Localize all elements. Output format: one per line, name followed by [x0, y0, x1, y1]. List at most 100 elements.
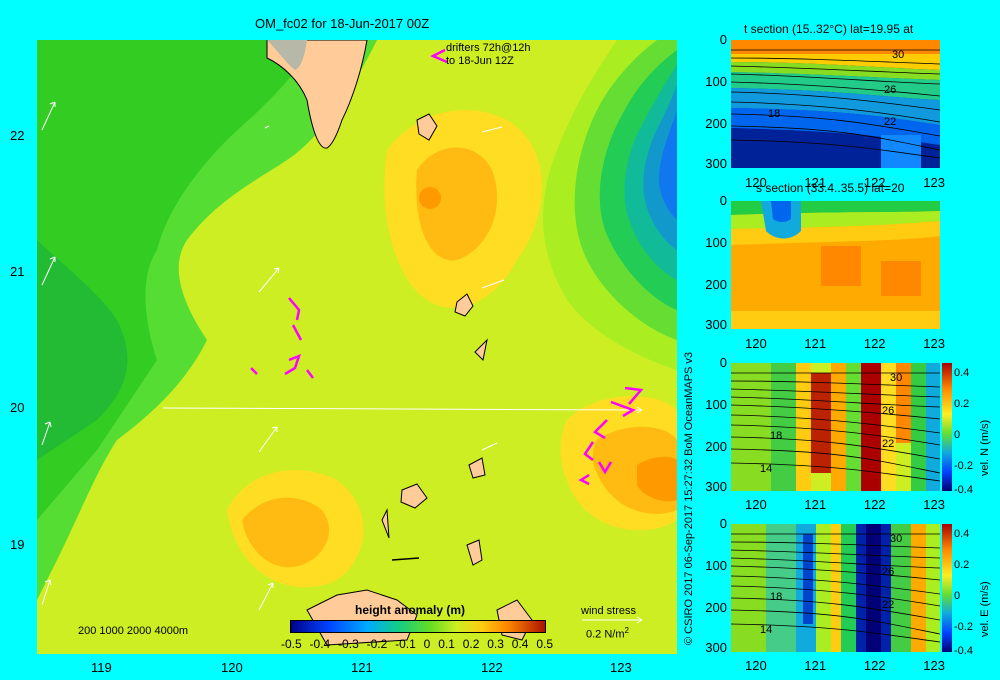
s-section-title: s section (33.4..35.5) lat=20	[756, 181, 905, 195]
vel-tick: 0	[954, 590, 961, 602]
depth-tick: 300	[705, 156, 727, 171]
n-contour-label: 18	[770, 430, 783, 442]
lon-tick: 120	[745, 175, 767, 190]
lon-tick: 120	[745, 497, 767, 512]
lon-tick: 122	[863, 658, 886, 673]
height-tick: -0.1	[395, 637, 416, 651]
depth-tick: 100	[705, 235, 727, 250]
lon-tick: 121	[804, 175, 827, 190]
panel1-yticks: 0 100 200 300	[697, 32, 727, 172]
panel4-xticks: 120 121 122 123	[745, 658, 945, 673]
depth-tick: 100	[705, 558, 727, 573]
height-tick: 0.4	[511, 637, 529, 651]
depth-tick: 300	[705, 479, 727, 494]
sea-level-map	[37, 40, 677, 654]
map-title: OM_fc02 for 18-Jun-2017 00Z	[255, 16, 430, 31]
lon-tick: 123	[923, 175, 945, 190]
vel-e-label: vel. E (m/s)	[979, 581, 991, 637]
t-section-title: t section (15..32°C) lat=19.95 at	[744, 22, 914, 36]
depth-tick: 0	[719, 32, 727, 47]
drifters-note-line1: drifters 72h@12h	[446, 42, 531, 54]
depth-tick: 200	[705, 600, 727, 615]
salinity-section	[731, 201, 940, 329]
depth-tick: 100	[705, 397, 727, 412]
height-tick: -0.2	[366, 637, 388, 651]
depth-tick: 0	[719, 355, 727, 370]
height-colorbar-ticks: -0.5 -0.4 -0.3 -0.2 -0.1 0 0.1 0.2 0.3 0…	[281, 637, 553, 651]
lon-tick: 122	[863, 336, 886, 351]
lon-tick: 121	[351, 660, 373, 675]
n-contour-label: 30	[890, 372, 903, 384]
depth-tick: 200	[705, 116, 727, 131]
wind-stress-label: wind stress	[581, 605, 637, 617]
lat-tick: 22	[10, 128, 25, 143]
panel4-yticks: 0 100 200 300	[697, 516, 727, 656]
credit-text: © CSIRO 2017 06-Sep-2017 15:27:32 BoM Oc…	[683, 351, 695, 645]
t-contour-label: 26	[884, 84, 897, 96]
height-tick: 0.3	[487, 637, 504, 651]
depth-tick: 300	[705, 640, 727, 655]
depth-tick: 300	[705, 317, 727, 332]
vel-tick: 0	[954, 429, 961, 441]
depth-tick: 0	[719, 193, 727, 208]
e-contour-label: 18	[770, 591, 783, 603]
depth-tick: 0	[719, 516, 727, 531]
height-tick: 0.2	[462, 637, 480, 651]
lon-tick: 123	[610, 660, 632, 675]
lon-tick: 119	[91, 660, 112, 675]
lat-tick: 21	[10, 264, 25, 279]
depth-tick: 200	[705, 277, 727, 292]
lat-tick: 19	[10, 537, 25, 552]
height-colorbar	[290, 620, 546, 633]
vel-tick: 0.2	[954, 398, 970, 410]
height-tick: 0.5	[536, 637, 553, 651]
n-contour-label: 14	[760, 463, 773, 475]
height-tick: 0	[423, 637, 431, 651]
vel-e-section	[731, 524, 940, 652]
vel-tick: -0.2	[954, 621, 973, 633]
panel3-yticks: 0 100 200 300	[697, 355, 727, 495]
n-contour-label: 22	[882, 438, 895, 450]
lon-tick: 123	[923, 658, 945, 673]
panel2-xticks: 120 121 122 123	[745, 336, 945, 351]
depth-legend: 200 1000 2000 4000m	[78, 625, 189, 637]
height-tick: -0.5	[281, 637, 302, 651]
vel-tick: -0.2	[954, 460, 973, 472]
vel-n-label: vel. N (m/s)	[979, 419, 991, 476]
n-contour-label: 26	[882, 405, 895, 417]
e-contour-label: 22	[882, 599, 895, 611]
lon-tick: 123	[923, 336, 945, 351]
lon-tick: 121	[804, 336, 827, 351]
height-tick: 0.1	[438, 637, 455, 651]
t-contour-label: 22	[884, 116, 897, 128]
lon-tick: 123	[923, 497, 945, 512]
lon-tick: 122	[863, 497, 886, 512]
lon-tick: 121	[804, 658, 827, 673]
wind-stress-value: 0.2 N/m2	[586, 626, 629, 641]
panel1-xticks: 120 121 122 123	[745, 175, 945, 190]
vel-tick: 0.2	[954, 559, 970, 571]
drifters-note-line2: to 18-Jun 12Z	[446, 55, 514, 67]
lon-tick: 122	[863, 175, 886, 190]
lon-tick: 122	[481, 660, 503, 675]
lon-tick: 121	[804, 497, 827, 512]
e-contour-label: 30	[890, 533, 903, 545]
temperature-section	[731, 40, 940, 168]
lat-tick: 20	[10, 400, 25, 415]
t-contour-label: 30	[892, 49, 905, 61]
e-contour-label: 14	[760, 624, 773, 636]
vel-tick: 0.4	[954, 528, 970, 540]
height-colorbar-title: height anomaly (m)	[355, 603, 466, 617]
height-tick: -0.3	[338, 637, 359, 651]
lon-tick: 120	[745, 336, 767, 351]
vel-tick: 0.4	[954, 367, 970, 379]
vel-tick: -0.4	[954, 484, 973, 496]
panel2-yticks: 0 100 200 300	[697, 193, 727, 333]
lon-tick: 120	[221, 660, 243, 675]
vel-n-colorbar	[942, 363, 952, 491]
panel3-xticks: 120 121 122 123	[745, 497, 945, 512]
depth-tick: 200	[705, 439, 727, 454]
vel-e-colorbar	[942, 524, 952, 652]
t-contour-label: 18	[768, 108, 781, 120]
e-contour-label: 26	[882, 566, 895, 578]
